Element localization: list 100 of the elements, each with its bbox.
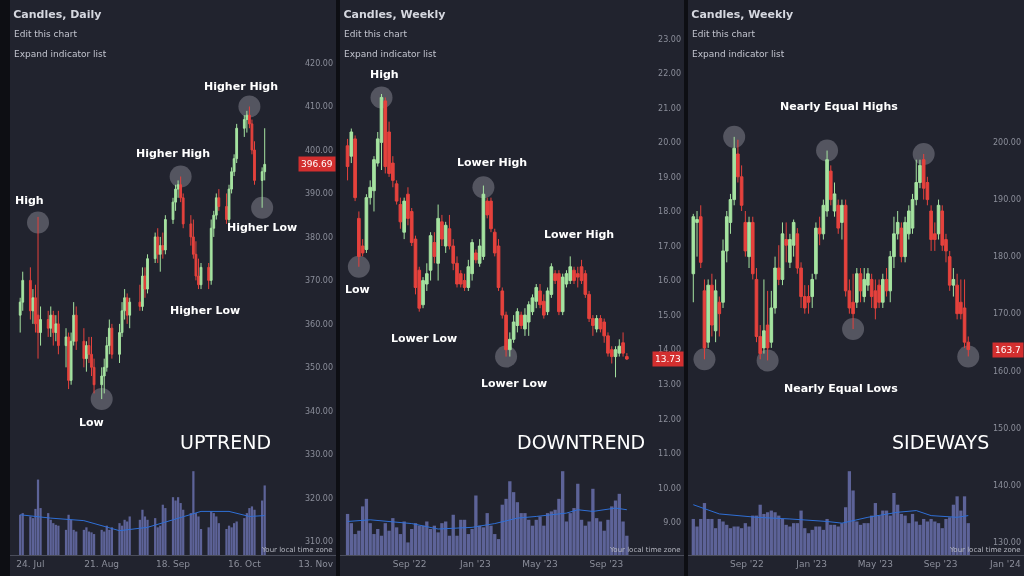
candlestick <box>832 182 837 218</box>
candlestick <box>489 197 493 233</box>
y-tick-label: 130.00 <box>993 537 1021 547</box>
y-tick-label: 10.00 <box>658 483 681 493</box>
candlestick <box>862 267 867 303</box>
candlestick <box>702 278 707 360</box>
bar <box>825 518 829 555</box>
annotation: Expand indicator list <box>692 49 785 59</box>
y-tick-label: 11.00 <box>658 449 681 459</box>
candlestick <box>156 227 160 264</box>
x-tick-label: May '23 <box>522 558 558 569</box>
bar <box>922 518 926 555</box>
y-tick-label: 22.00 <box>658 69 681 79</box>
candlestick <box>138 284 142 312</box>
bar <box>561 471 565 555</box>
y-tick-label: 13.00 <box>658 380 681 390</box>
bar <box>523 513 527 555</box>
bar <box>691 518 695 555</box>
bar <box>728 528 733 555</box>
candlestick <box>765 290 770 361</box>
annotation: Lower High <box>457 156 528 169</box>
candlestick <box>242 114 246 138</box>
annotation: Edit this chart <box>692 29 756 39</box>
candlestick <box>128 297 132 329</box>
y-tick-label: 18.00 <box>658 207 681 217</box>
candlestick <box>873 278 878 320</box>
y-tick-label: 150.00 <box>993 423 1021 433</box>
bar <box>818 526 822 555</box>
candlestick <box>806 284 811 315</box>
bar <box>391 518 395 555</box>
bar <box>732 526 736 555</box>
bar <box>892 492 896 555</box>
candlestick <box>836 199 841 235</box>
candlestick <box>357 210 361 268</box>
candlestick <box>54 314 58 342</box>
point <box>238 95 261 118</box>
bar <box>929 518 933 555</box>
candlestick <box>710 273 714 337</box>
annotation: Higher Low <box>170 304 241 317</box>
y-tick-label: 12.00 <box>658 414 681 424</box>
y-tick-label: 200.00 <box>993 138 1021 148</box>
annotation: Expand indicator list <box>14 49 107 59</box>
bar <box>383 523 387 555</box>
x-tick-label: Sep '22 <box>730 558 764 569</box>
annotation: Lower Low <box>481 377 548 390</box>
x-tick-label: 24. Jul <box>16 558 45 569</box>
annotation: UPTREND <box>180 431 272 453</box>
bar <box>417 525 421 555</box>
candlestick <box>881 273 885 309</box>
candlestick <box>146 253 149 294</box>
annotation: Low <box>345 283 370 296</box>
y-tick-label: 370.00 <box>305 276 333 286</box>
point <box>90 388 113 411</box>
candlestick <box>225 192 228 225</box>
bar <box>758 504 762 555</box>
bar <box>814 526 818 555</box>
x-tick-label: Sep '23 <box>589 558 624 569</box>
candlestick <box>217 188 221 212</box>
candlestick <box>519 311 523 330</box>
point <box>816 139 839 162</box>
candlestick <box>143 266 147 299</box>
candlestick <box>713 278 718 343</box>
candlestick <box>474 248 478 264</box>
candlestick <box>28 266 32 321</box>
bar <box>743 523 747 555</box>
bar <box>933 521 937 555</box>
y-tick-label: 320.00 <box>305 493 333 503</box>
candlestick <box>383 96 388 174</box>
annotation: SIDEWAYS <box>892 431 990 453</box>
annotation: Higher High <box>204 80 279 93</box>
x-tick-label: 13. Nov <box>298 558 334 569</box>
x-tick-label: Sep '22 <box>392 558 427 569</box>
x-tick-label: Sep '23 <box>923 558 958 569</box>
candlestick <box>568 255 573 285</box>
bar <box>225 529 228 555</box>
candlestick <box>557 269 561 316</box>
bar <box>925 521 930 555</box>
bar <box>376 529 380 555</box>
candlestick <box>436 204 440 282</box>
bar <box>862 523 866 555</box>
candlestick <box>39 305 42 347</box>
point <box>251 196 274 219</box>
text: Candles, Weekly <box>343 7 446 21</box>
candlestick <box>921 153 926 201</box>
annotation: Low <box>79 416 104 429</box>
candlestick <box>691 213 696 303</box>
y-tick-label: 180.00 <box>993 252 1021 262</box>
point <box>723 125 746 148</box>
y-tick-label: 380.00 <box>305 232 333 242</box>
bar <box>474 495 478 555</box>
candlestick <box>379 93 384 171</box>
bar <box>832 524 837 555</box>
y-tick-label: 410.00 <box>305 102 333 112</box>
y-tick-label: 420.00 <box>305 58 333 68</box>
point <box>693 348 716 371</box>
candlestick <box>443 221 448 254</box>
candlestick <box>349 128 354 164</box>
candlestick <box>49 305 53 338</box>
candlestick <box>951 267 956 298</box>
point <box>169 165 192 188</box>
